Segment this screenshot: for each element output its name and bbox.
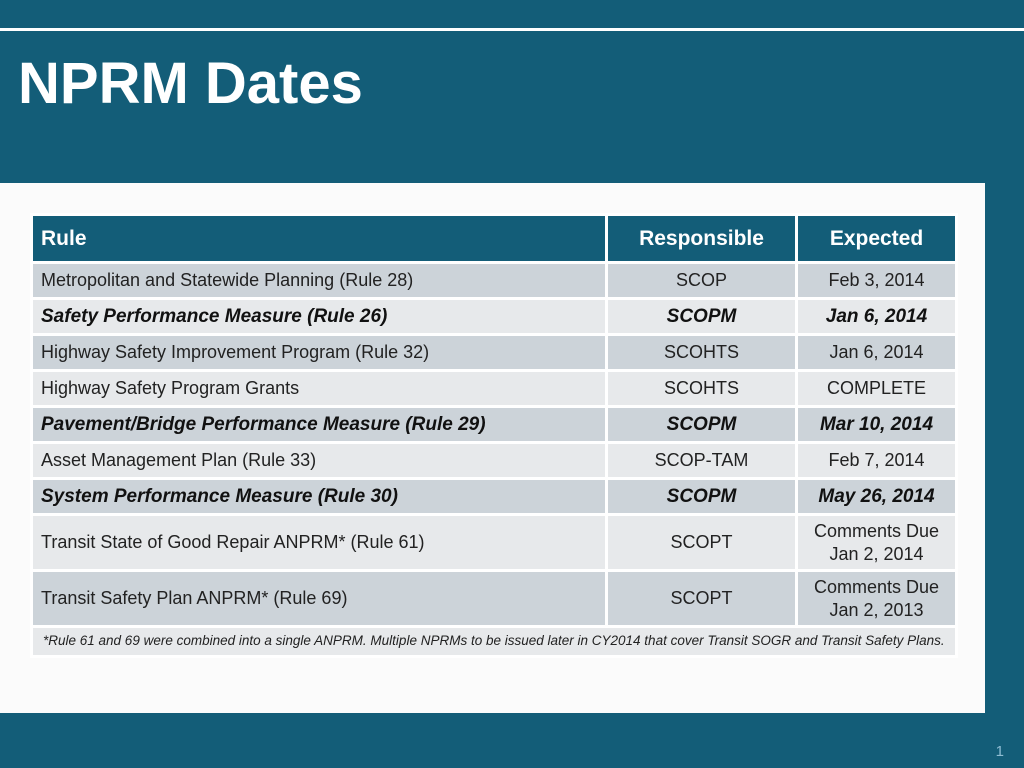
cell-rule: Safety Performance Measure (Rule 26) <box>30 297 608 336</box>
table-footer: *Rule 61 and 69 were combined into a sin… <box>30 625 958 658</box>
cell-rule: Highway Safety Improvement Program (Rule… <box>30 333 608 372</box>
page-number: 1 <box>995 743 1004 760</box>
page-title: NPRM Dates <box>18 51 363 116</box>
cell-responsible: SCOPM <box>605 477 798 516</box>
table-row: Safety Performance Measure (Rule 26) SCO… <box>30 297 958 336</box>
table-body: Metropolitan and Statewide Planning (Rul… <box>30 261 958 628</box>
cell-rule: Asset Management Plan (Rule 33) <box>30 441 608 480</box>
content-panel: Rule Responsible Expected Metropolitan a… <box>0 183 985 713</box>
footnote: *Rule 61 and 69 were combined into a sin… <box>30 625 958 658</box>
cell-responsible: SCOHTS <box>605 333 798 372</box>
table-row: System Performance Measure (Rule 30) SCO… <box>30 477 958 516</box>
cell-responsible: SCOHTS <box>605 369 798 408</box>
cell-responsible: SCOPM <box>605 297 798 336</box>
cell-responsible: SCOP-TAM <box>605 441 798 480</box>
top-divider-line <box>0 28 1024 31</box>
cell-rule: Pavement/Bridge Performance Measure (Rul… <box>30 405 608 444</box>
cell-rule: Transit Safety Plan ANPRM* (Rule 69) <box>30 569 608 628</box>
cell-responsible: SCOPT <box>605 513 798 572</box>
table-row: Highway Safety Improvement Program (Rule… <box>30 333 958 372</box>
cell-expected: Feb 3, 2014 <box>795 261 958 300</box>
cell-expected: May 26, 2014 <box>795 477 958 516</box>
cell-responsible: SCOP <box>605 261 798 300</box>
cell-expected: Comments Due Jan 2, 2013 <box>795 569 958 628</box>
nprm-dates-table: Rule Responsible Expected Metropolitan a… <box>30 213 958 658</box>
table-row: Pavement/Bridge Performance Measure (Rul… <box>30 405 958 444</box>
table-row: Transit State of Good Repair ANPRM* (Rul… <box>30 513 958 572</box>
cell-rule: Metropolitan and Statewide Planning (Rul… <box>30 261 608 300</box>
footnote-row: *Rule 61 and 69 were combined into a sin… <box>30 625 958 658</box>
cell-expected: Jan 6, 2014 <box>795 333 958 372</box>
table-row: Highway Safety Program Grants SCOHTS COM… <box>30 369 958 408</box>
cell-expected: Feb 7, 2014 <box>795 441 958 480</box>
table-row: Transit Safety Plan ANPRM* (Rule 69) SCO… <box>30 569 958 628</box>
cell-rule: Highway Safety Program Grants <box>30 369 608 408</box>
cell-expected: Mar 10, 2014 <box>795 405 958 444</box>
table-row: Asset Management Plan (Rule 33) SCOP-TAM… <box>30 441 958 480</box>
cell-rule: Transit State of Good Repair ANPRM* (Rul… <box>30 513 608 572</box>
column-header-expected: Expected <box>795 213 958 264</box>
table-row: Metropolitan and Statewide Planning (Rul… <box>30 261 958 300</box>
cell-expected: Comments Due Jan 2, 2014 <box>795 513 958 572</box>
cell-rule: System Performance Measure (Rule 30) <box>30 477 608 516</box>
cell-expected: COMPLETE <box>795 369 958 408</box>
column-header-rule: Rule <box>30 213 608 264</box>
column-header-responsible: Responsible <box>605 213 798 264</box>
cell-responsible: SCOPM <box>605 405 798 444</box>
table-header: Rule Responsible Expected <box>30 213 958 264</box>
cell-responsible: SCOPT <box>605 569 798 628</box>
cell-expected: Jan 6, 2014 <box>795 297 958 336</box>
